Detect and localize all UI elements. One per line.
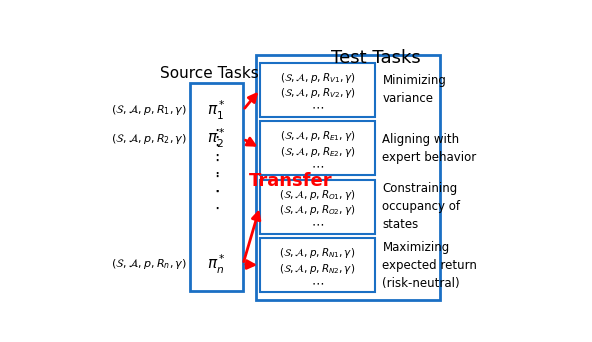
- Text: Source Tasks: Source Tasks: [160, 66, 259, 81]
- Text: $\cdots$: $\cdots$: [311, 101, 324, 114]
- Text: Test Tasks: Test Tasks: [332, 49, 421, 67]
- Text: $\cdot$: $\cdot$: [214, 136, 220, 154]
- Text: $\pi_2^*$: $\pi_2^*$: [207, 127, 226, 150]
- Text: $\cdot$: $\cdot$: [214, 181, 220, 199]
- Text: $\cdot$: $\cdot$: [214, 121, 220, 139]
- FancyBboxPatch shape: [260, 121, 375, 175]
- Text: $\cdot$: $\cdot$: [214, 167, 220, 185]
- Text: $\cdots$: $\cdots$: [311, 159, 324, 172]
- Text: $(\mathcal{S}, \mathcal{A}, p, R_{V1}, \gamma)$: $(\mathcal{S}, \mathcal{A}, p, R_{V1}, \…: [279, 71, 355, 85]
- Text: $\cdot$: $\cdot$: [214, 128, 220, 146]
- Text: $\cdot$: $\cdot$: [214, 164, 220, 182]
- Text: $(\mathcal{S}, \mathcal{A}, p, R_{E2}, \gamma)$: $(\mathcal{S}, \mathcal{A}, p, R_{E2}, \…: [279, 145, 355, 159]
- Text: Aligning with
expert behavior: Aligning with expert behavior: [382, 133, 477, 163]
- Text: $\cdot$: $\cdot$: [214, 182, 220, 200]
- Text: $\pi_n^*$: $\pi_n^*$: [207, 253, 226, 276]
- Text: Transfer: Transfer: [249, 172, 333, 190]
- Text: $(\mathcal{S}, \mathcal{A}, p, R_1, \gamma)$: $(\mathcal{S}, \mathcal{A}, p, R_1, \gam…: [111, 103, 186, 117]
- Text: $\pi_1^*$: $\pi_1^*$: [207, 99, 226, 122]
- Text: $(\mathcal{S}, \mathcal{A}, p, R_{O2}, \gamma)$: $(\mathcal{S}, \mathcal{A}, p, R_{O2}, \…: [279, 203, 356, 218]
- Text: Maximizing
expected return
(risk-neutral): Maximizing expected return (risk-neutral…: [382, 241, 477, 290]
- Text: Constraining
occupancy of
states: Constraining occupancy of states: [382, 182, 461, 231]
- Text: $(\mathcal{S}, \mathcal{A}, p, R_{N2}, \gamma)$: $(\mathcal{S}, \mathcal{A}, p, R_{N2}, \…: [279, 262, 355, 276]
- FancyBboxPatch shape: [190, 83, 243, 291]
- Text: $\cdots$: $\cdots$: [311, 218, 324, 231]
- Text: $(\mathcal{S}, \mathcal{A}, p, R_{E1}, \gamma)$: $(\mathcal{S}, \mathcal{A}, p, R_{E1}, \…: [279, 129, 355, 143]
- FancyBboxPatch shape: [256, 55, 440, 300]
- Text: $(\mathcal{S}, \mathcal{A}, p, R_{N1}, \gamma)$: $(\mathcal{S}, \mathcal{A}, p, R_{N1}, \…: [279, 246, 355, 260]
- Text: $\cdots$: $\cdots$: [311, 276, 324, 289]
- Text: $(\mathcal{S}, \mathcal{A}, p, R_2, \gamma)$: $(\mathcal{S}, \mathcal{A}, p, R_2, \gam…: [111, 132, 186, 146]
- FancyBboxPatch shape: [260, 180, 375, 234]
- Text: Minimizing
variance: Minimizing variance: [382, 74, 446, 105]
- Text: $\cdot$: $\cdot$: [214, 146, 220, 164]
- Text: $(\mathcal{S}, \mathcal{A}, p, R_{V2}, \gamma)$: $(\mathcal{S}, \mathcal{A}, p, R_{V2}, \…: [279, 86, 355, 100]
- Text: $(\mathcal{S}, \mathcal{A}, p, R_n, \gamma)$: $(\mathcal{S}, \mathcal{A}, p, R_n, \gam…: [111, 257, 186, 271]
- Text: $\cdot$: $\cdot$: [214, 152, 220, 169]
- Text: $(\mathcal{S}, \mathcal{A}, p, R_{O1}, \gamma)$: $(\mathcal{S}, \mathcal{A}, p, R_{O1}, \…: [279, 188, 356, 202]
- FancyBboxPatch shape: [260, 238, 375, 292]
- FancyBboxPatch shape: [260, 63, 375, 117]
- Text: $\cdot$: $\cdot$: [214, 199, 220, 217]
